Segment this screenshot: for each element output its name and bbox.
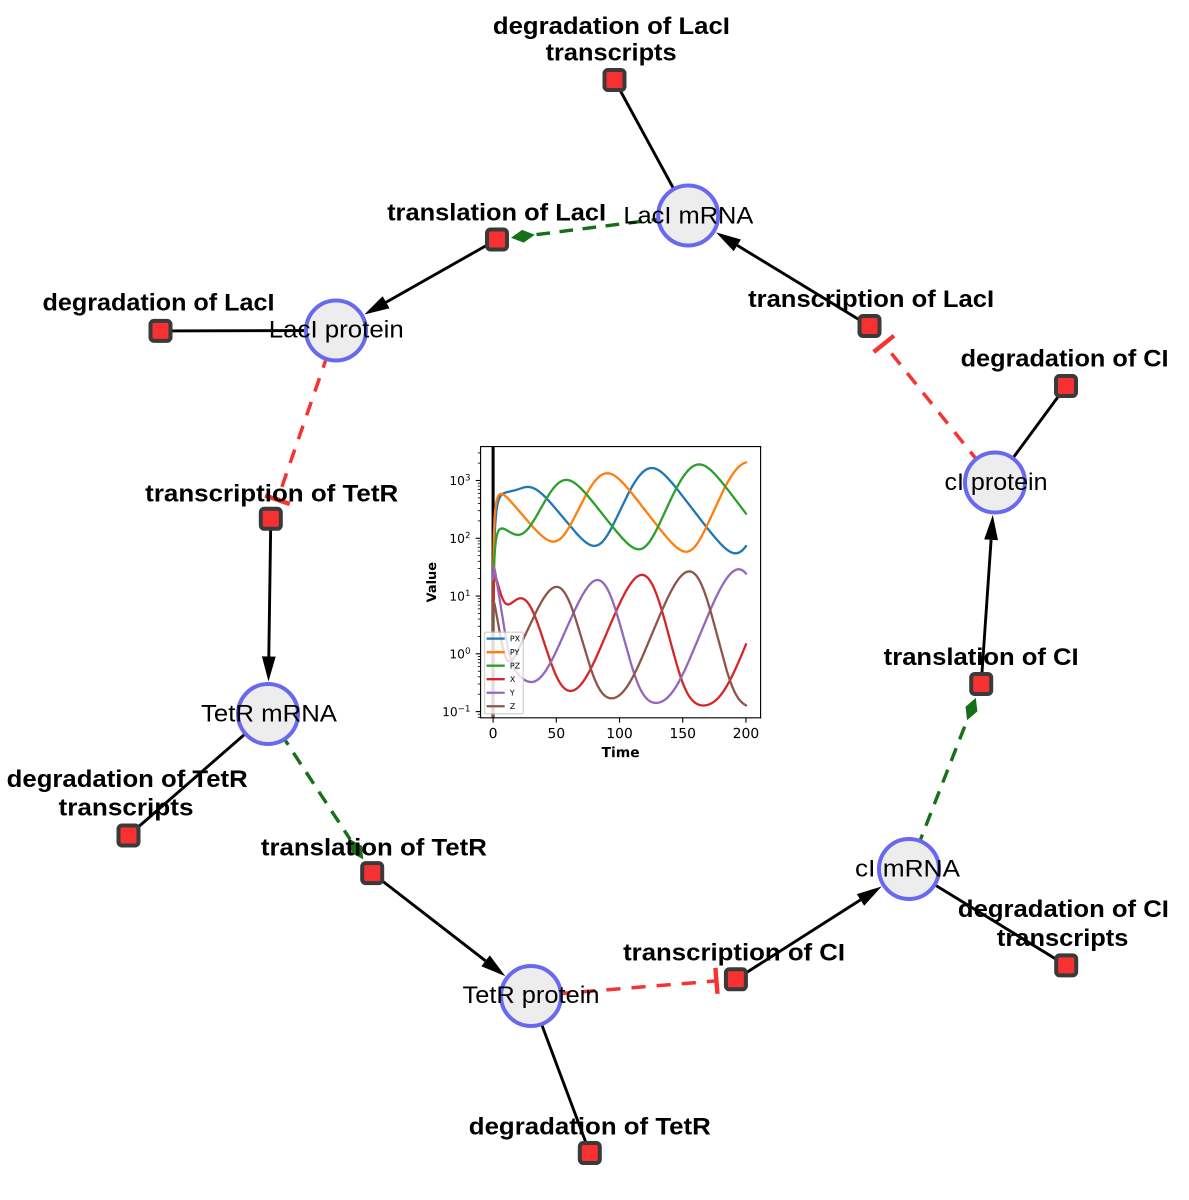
svg-text:transcription of TetR: transcription of TetR xyxy=(145,481,398,508)
svg-text:degradation of LacI: degradation of LacI xyxy=(493,13,730,40)
svg-text:degradation of TetR: degradation of TetR xyxy=(7,766,248,793)
svg-text:transcripts: transcripts xyxy=(997,925,1129,952)
svg-text:LacI protein: LacI protein xyxy=(269,317,404,344)
svg-text:TetR protein: TetR protein xyxy=(463,982,600,1009)
svg-text:degradation of LacI: degradation of LacI xyxy=(43,290,275,317)
svg-text:translation of TetR: translation of TetR xyxy=(261,834,487,861)
svg-text:degradation of CI: degradation of CI xyxy=(958,896,1169,923)
svg-text:LacI mRNA: LacI mRNA xyxy=(623,202,753,229)
svg-text:cI protein: cI protein xyxy=(945,469,1048,496)
svg-text:translation of LacI: translation of LacI xyxy=(387,199,606,226)
svg-text:cI mRNA: cI mRNA xyxy=(855,856,960,883)
svg-text:degradation of TetR: degradation of TetR xyxy=(469,1114,711,1141)
svg-text:transcription of LacI: transcription of LacI xyxy=(748,286,994,313)
svg-text:degradation of CI: degradation of CI xyxy=(961,345,1169,372)
svg-text:transcripts: transcripts xyxy=(59,795,194,822)
svg-text:TetR mRNA: TetR mRNA xyxy=(201,700,337,727)
svg-text:transcripts: transcripts xyxy=(546,39,677,66)
svg-text:translation of CI: translation of CI xyxy=(884,644,1079,671)
svg-text:transcription of CI: transcription of CI xyxy=(623,940,845,967)
